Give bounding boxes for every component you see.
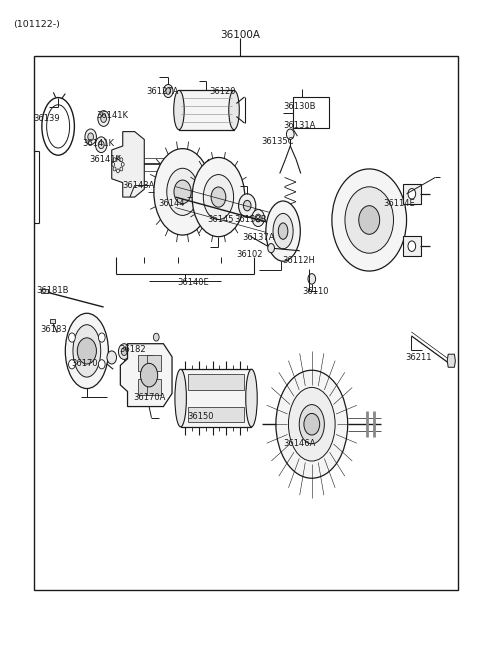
Ellipse shape (266, 201, 300, 261)
Bar (179, 91, 234, 130)
Ellipse shape (273, 213, 293, 249)
Text: 36141K: 36141K (89, 155, 121, 163)
Circle shape (98, 141, 104, 149)
Circle shape (243, 200, 251, 211)
Bar (188, 374, 244, 390)
Text: 36120: 36120 (209, 87, 235, 96)
Text: (101122-): (101122-) (12, 20, 60, 30)
Circle shape (408, 241, 416, 251)
Circle shape (96, 137, 107, 153)
Circle shape (98, 359, 105, 369)
Polygon shape (112, 132, 144, 197)
Text: 36102: 36102 (236, 250, 263, 259)
Circle shape (121, 348, 127, 356)
Circle shape (77, 338, 96, 364)
Text: 36141K: 36141K (96, 111, 129, 120)
Text: 36182: 36182 (120, 345, 146, 354)
Ellipse shape (246, 369, 257, 427)
Bar (188, 407, 244, 422)
Bar (147, 356, 161, 371)
Text: 36170A: 36170A (134, 393, 166, 402)
Polygon shape (403, 184, 421, 203)
Bar (50, 319, 55, 323)
Circle shape (252, 209, 264, 226)
Ellipse shape (204, 174, 234, 220)
Text: 36131A: 36131A (283, 121, 315, 130)
Circle shape (69, 333, 75, 342)
Circle shape (304, 413, 320, 435)
Circle shape (119, 344, 130, 359)
Text: 36143A: 36143A (123, 181, 155, 190)
Text: 36170: 36170 (72, 359, 98, 368)
Circle shape (98, 111, 109, 127)
Circle shape (345, 187, 394, 253)
Ellipse shape (73, 325, 101, 377)
Circle shape (332, 169, 407, 271)
Text: 36141K: 36141K (82, 139, 114, 148)
Circle shape (359, 206, 380, 234)
Circle shape (268, 243, 275, 253)
Text: 36130B: 36130B (283, 102, 315, 112)
Ellipse shape (154, 149, 211, 235)
Polygon shape (403, 236, 421, 256)
Text: 36183: 36183 (40, 325, 67, 335)
Text: 36114E: 36114E (384, 199, 415, 208)
Polygon shape (120, 344, 172, 407)
Circle shape (211, 187, 226, 207)
Ellipse shape (276, 370, 348, 478)
Ellipse shape (65, 314, 108, 388)
Circle shape (88, 133, 94, 141)
Text: 36150: 36150 (187, 412, 214, 421)
Text: 36100A: 36100A (220, 30, 260, 40)
Ellipse shape (192, 157, 245, 237)
Circle shape (98, 333, 105, 342)
Ellipse shape (278, 223, 288, 239)
Circle shape (101, 115, 107, 123)
Circle shape (308, 274, 316, 284)
Circle shape (85, 129, 96, 145)
Text: 36146A: 36146A (283, 440, 315, 448)
Bar (138, 356, 153, 371)
Bar (34, 56, 458, 590)
Ellipse shape (229, 91, 240, 130)
Circle shape (239, 194, 256, 217)
Circle shape (154, 333, 159, 341)
Circle shape (107, 351, 117, 364)
Bar (180, 369, 252, 427)
Ellipse shape (175, 369, 186, 427)
Ellipse shape (288, 388, 335, 461)
Circle shape (166, 88, 170, 94)
Circle shape (141, 363, 157, 387)
Text: 36135C: 36135C (262, 137, 294, 146)
Text: 36144: 36144 (158, 199, 185, 208)
Circle shape (255, 214, 261, 222)
Bar (293, 97, 328, 129)
Circle shape (174, 180, 191, 203)
Bar (147, 379, 161, 395)
Text: 36127A: 36127A (147, 87, 179, 96)
Circle shape (163, 85, 173, 98)
Text: 36138B: 36138B (234, 215, 267, 224)
Bar (41, 289, 48, 293)
Text: 36137A: 36137A (242, 233, 275, 242)
Ellipse shape (174, 91, 184, 130)
Text: 36140E: 36140E (178, 277, 210, 287)
Text: 36145: 36145 (207, 215, 234, 224)
Circle shape (287, 129, 294, 140)
Text: 36110: 36110 (302, 287, 329, 296)
Circle shape (69, 359, 75, 369)
Ellipse shape (299, 405, 324, 444)
Bar (138, 379, 153, 395)
Circle shape (408, 188, 416, 199)
Text: 36211: 36211 (405, 353, 432, 362)
Polygon shape (447, 354, 456, 367)
Text: 36181B: 36181B (36, 285, 69, 295)
Ellipse shape (167, 169, 198, 215)
Text: 36139: 36139 (33, 114, 60, 123)
Text: 36112H: 36112H (282, 256, 315, 265)
